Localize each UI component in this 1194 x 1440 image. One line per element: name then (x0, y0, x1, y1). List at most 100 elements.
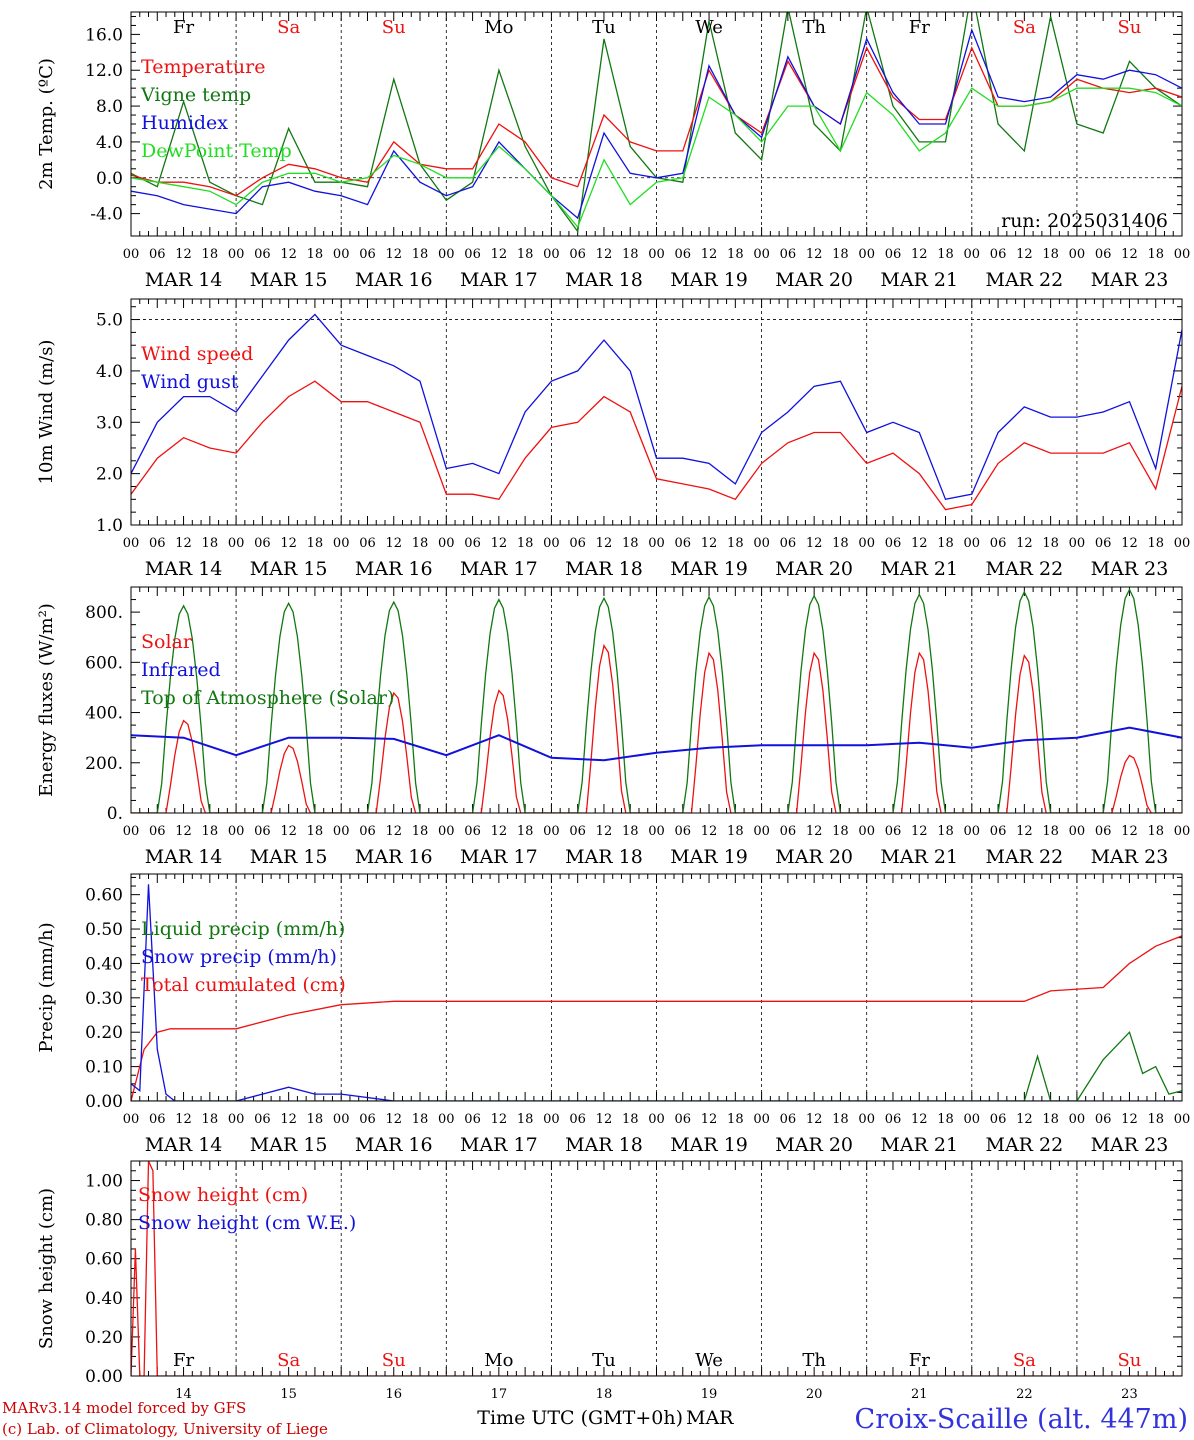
y-tick-label: 0.60 (85, 1250, 123, 1270)
hour-label: 00 (438, 247, 455, 262)
date-label: MAR 20 (775, 558, 853, 580)
panel-energy: 0. 200. 400. 600. 800. Energy fluxes (W/m²) So… (36, 586, 1191, 868)
hour-label: 06 (885, 824, 902, 839)
hour-label: 00 (333, 824, 350, 839)
hour-label: 06 (1095, 824, 1112, 839)
hour-label: 12 (596, 536, 613, 551)
y-tick-label: 12.0 (85, 61, 123, 81)
y-axis-label: 10m Wind (m/s) (36, 340, 57, 485)
hour-label: 12 (1121, 1112, 1138, 1127)
date-label: MAR 18 (565, 269, 643, 291)
hour-label: 00 (1174, 824, 1191, 839)
y-axis-label: Snow height (cm) (36, 1188, 57, 1349)
hour-label: 12 (280, 536, 297, 551)
hour-label: 00 (964, 247, 981, 262)
hour-label: 12 (806, 536, 823, 551)
date-label: MAR 16 (355, 1134, 433, 1156)
hour-label: 06 (359, 1112, 376, 1127)
x-axis-title: Time UTC (GMT+0h) (477, 1407, 683, 1429)
hour-label: 00 (123, 1112, 140, 1127)
date-label: MAR 23 (1091, 558, 1169, 580)
date-label: MAR 19 (670, 558, 748, 580)
hour-label: 18 (1147, 824, 1164, 839)
hour-label: 00 (543, 1112, 560, 1127)
weekday-label: We (695, 1350, 723, 1371)
legend-entry: Liquid precip (mm/h) (141, 918, 345, 940)
hour-label: 18 (412, 824, 429, 839)
hour-label: 06 (254, 536, 271, 551)
hour-label: 18 (727, 824, 744, 839)
y-axis-label: Precip (mm/h) (36, 922, 57, 1052)
y-axis-label: Energy fluxes (W/m²) (36, 603, 57, 797)
weekday-label: Mo (484, 17, 513, 38)
y-tick-label: 3.0 (96, 413, 123, 433)
legend-entry: Total cumulated (cm) (141, 974, 346, 996)
plot-frame (130, 11, 1183, 237)
series-group (131, 313, 1182, 511)
lab-credit: (c) Lab. of Climatology, University of L… (2, 1420, 328, 1438)
hour-label: 06 (254, 1112, 271, 1127)
day-number: 21 (911, 1387, 928, 1402)
y-tick-label: 200. (85, 754, 123, 774)
plot-frame (130, 873, 1183, 1102)
hour-label: 06 (1095, 1112, 1112, 1127)
y-tick-label: 4.0 (96, 362, 123, 382)
legend-entry: Top of Atmosphere (Solar) (141, 687, 394, 709)
hour-label: 18 (412, 536, 429, 551)
hour-label: 12 (1121, 247, 1138, 262)
hour-label: 00 (858, 247, 875, 262)
date-label: MAR 21 (880, 1134, 958, 1156)
hour-label: 06 (569, 1112, 586, 1127)
hour-label: 12 (911, 824, 928, 839)
date-label: MAR 14 (145, 846, 223, 868)
hour-label: 12 (1016, 1112, 1033, 1127)
hour-label: 00 (648, 247, 665, 262)
hour-label: 12 (280, 824, 297, 839)
hour-label: 12 (806, 1112, 823, 1127)
weekday-label: Tu (592, 1350, 616, 1371)
weekday-label: Th (802, 1350, 826, 1371)
hour-label: 12 (491, 536, 508, 551)
day-number: 14 (175, 1387, 192, 1402)
y-tick-label: 0.60 (85, 886, 123, 906)
y-tick-label: 0.0 (96, 169, 123, 189)
hour-label: 00 (648, 824, 665, 839)
legend-entry: Temperature (141, 56, 265, 78)
hour-label: 12 (1016, 247, 1033, 262)
y-tick-label: 0.10 (85, 1058, 123, 1078)
weekday-label: Su (382, 1350, 406, 1371)
hour-label: 12 (385, 824, 402, 839)
date-label: MAR 22 (985, 269, 1063, 291)
hour-label: 06 (675, 247, 692, 262)
hour-label: 00 (228, 247, 245, 262)
hour-label: 06 (464, 1112, 481, 1127)
hour-label: 12 (911, 536, 928, 551)
hour-label: 18 (1147, 1112, 1164, 1127)
weekday-label: We (695, 17, 723, 38)
weekday-label: Fr (173, 1350, 194, 1371)
hour-label: 06 (780, 1112, 797, 1127)
series-group (131, 587, 1182, 813)
hour-label: 00 (753, 247, 770, 262)
hour-label: 00 (753, 536, 770, 551)
hour-label: 18 (307, 536, 324, 551)
hour-label: 18 (937, 247, 954, 262)
hour-label: 00 (438, 1112, 455, 1127)
y-tick-label: 0.40 (85, 1289, 123, 1309)
y-tick-label: 8.0 (96, 97, 123, 117)
series-line-liquid-precip-mm-h- (131, 1030, 1182, 1101)
series-line-humidex (131, 27, 1182, 220)
hour-label: 18 (622, 536, 639, 551)
hour-label: 00 (438, 824, 455, 839)
date-label: MAR 19 (670, 846, 748, 868)
date-label: MAR 22 (985, 1134, 1063, 1156)
hour-label: 00 (858, 1112, 875, 1127)
date-label: MAR 22 (985, 558, 1063, 580)
hour-label: 18 (202, 536, 219, 551)
series-line-wind-gust (131, 313, 1182, 501)
hour-label: 06 (885, 247, 902, 262)
hour-label: 00 (1069, 536, 1086, 551)
hour-label: 12 (385, 1112, 402, 1127)
panel-snow: 0.00 0.20 0.40 0.60 0.80 1.00 Snow height (cm)… (36, 1160, 1183, 1387)
